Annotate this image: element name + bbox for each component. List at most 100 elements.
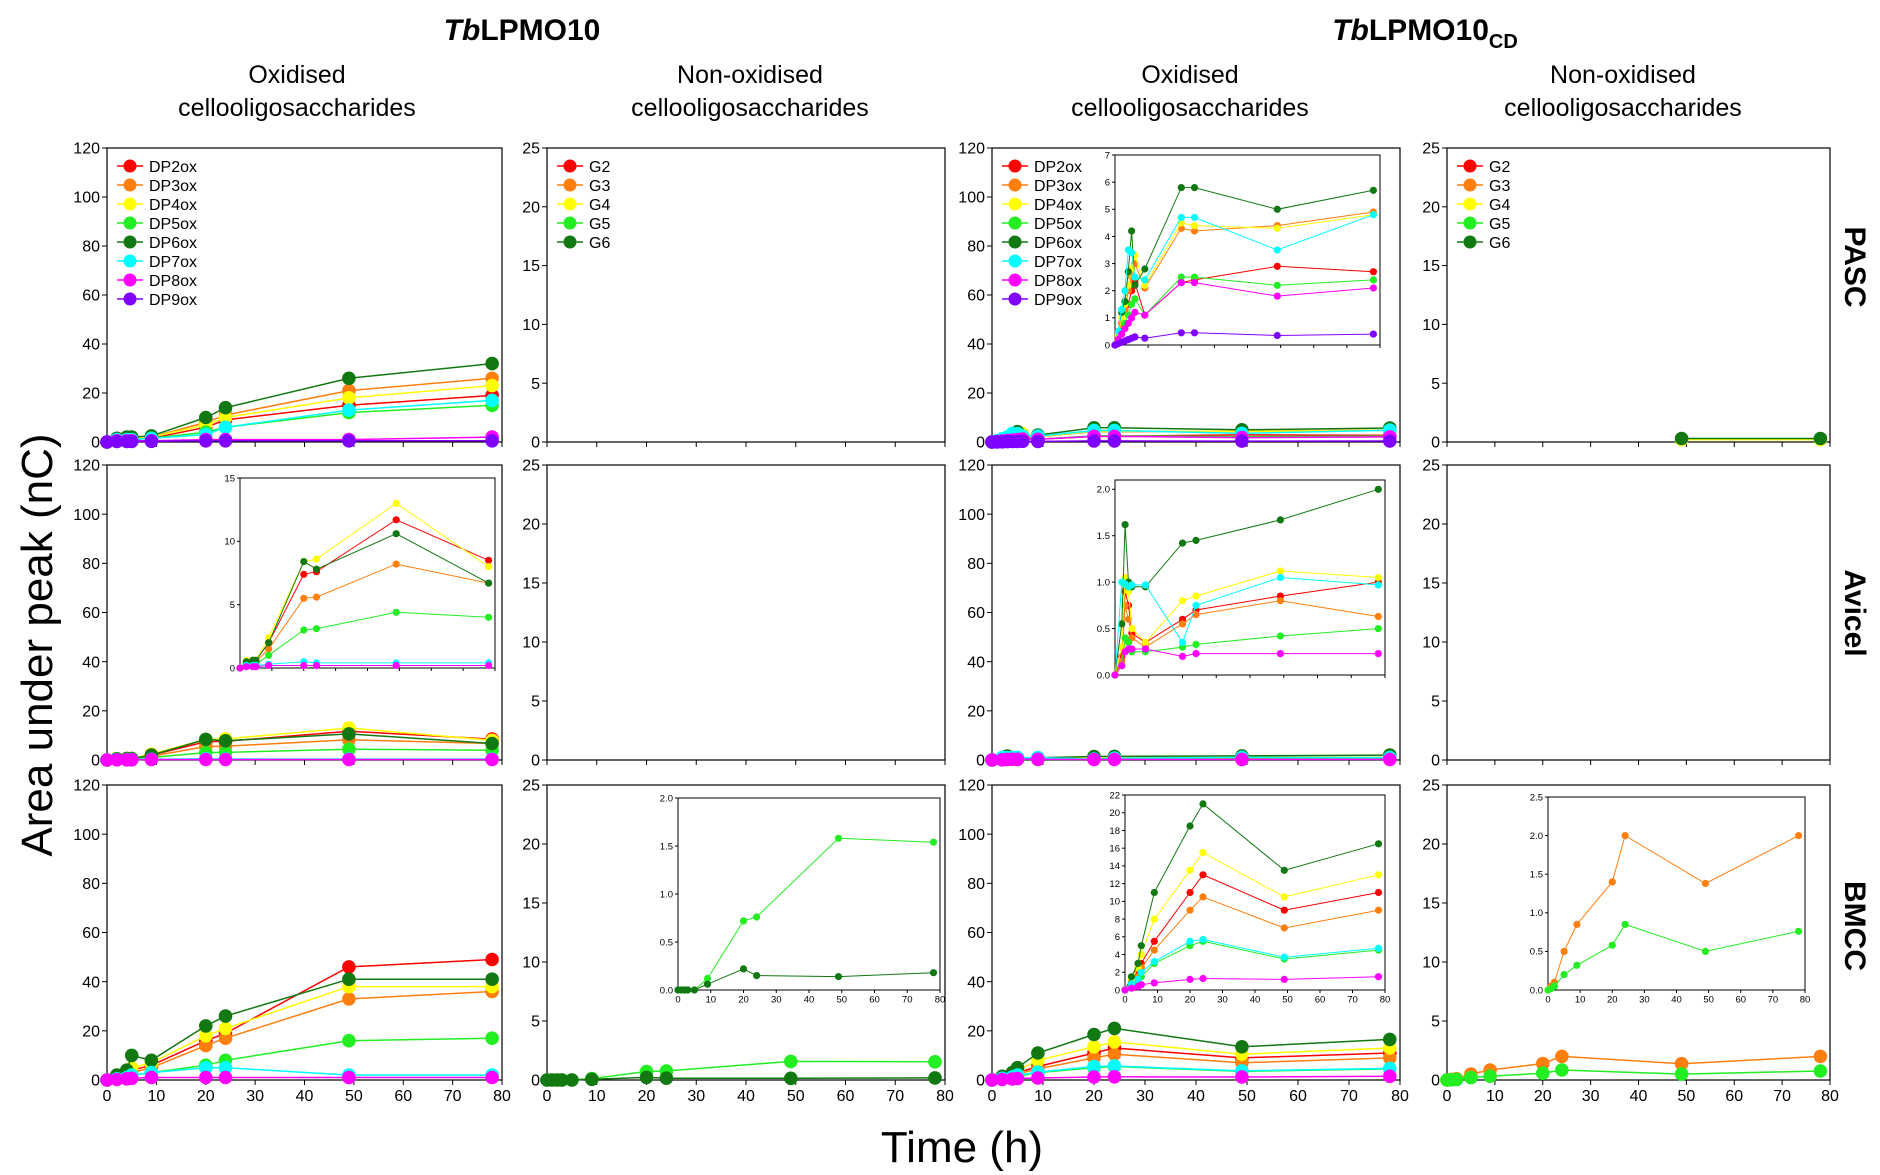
data-point-DP8ox [1383, 752, 1397, 767]
data-point-DP8ox [300, 661, 308, 670]
y-tick-label: 40 [967, 654, 985, 671]
data-point-DP8ox [265, 661, 273, 670]
y-tick-label: 2.0 [1530, 831, 1543, 842]
y-tick-label: 0 [91, 1073, 100, 1090]
data-point-DP6ox [342, 972, 356, 986]
y-tick-label: 120 [73, 458, 100, 475]
group-title-tblpmo10: TbLPMO10 [444, 14, 601, 47]
y-tick-label: 10 [1109, 897, 1120, 908]
panels: 020406080100120DP2oxDP3oxDP4oxDP5oxDP6ox… [73, 141, 1839, 1105]
data-point-DP6ox [485, 972, 499, 986]
data-point-DP4ox [1178, 597, 1187, 605]
x-tick-label: 50 [787, 1088, 805, 1105]
data-point-G3 [1795, 832, 1803, 840]
series-line-DP3ox [1114, 600, 1379, 676]
y-tick-label: 80 [967, 239, 985, 256]
data-point-G6 [659, 1071, 674, 1085]
legend-marker [1008, 292, 1022, 306]
y-tick-label: 120 [73, 141, 100, 158]
data-point-DP4ox [1273, 224, 1281, 232]
data-point-DP8ox [1192, 650, 1200, 658]
data-point-DP9ox [1235, 434, 1249, 448]
y-tick-label: 25 [522, 778, 540, 795]
data-point-DP3ox [218, 1031, 233, 1045]
data-point-G6 [928, 1071, 942, 1085]
legend-label-G4: G4 [1489, 197, 1510, 214]
data-point-DP7ox [199, 1060, 213, 1075]
column-header-3-line2: cellooligosaccharides [1071, 94, 1309, 122]
data-point-G5 [1608, 941, 1616, 949]
data-point-DP5ox [342, 1033, 356, 1048]
data-point-G6 [690, 986, 699, 994]
data-point-DP8ox [1128, 314, 1136, 322]
data-point-DP7ox [1374, 944, 1383, 952]
data-point-DP6ox [1369, 186, 1377, 194]
data-point-G6 [1813, 431, 1828, 446]
data-point-DP5ox [1190, 273, 1199, 281]
x-tick-label: 50 [836, 995, 847, 1006]
data-point-DP2ox [300, 570, 308, 578]
plot-frame [239, 477, 496, 669]
data-point-DP8ox [144, 752, 159, 767]
x-tick-label: 40 [1187, 1088, 1205, 1105]
y-tick-label: 10 [522, 317, 540, 334]
y-tick-label: 6 [1105, 177, 1110, 188]
data-point-G5 [753, 913, 761, 921]
y-tick-label: 0.0 [1530, 985, 1543, 996]
y-tick-label: 0 [91, 435, 100, 452]
data-point-DP9ox [218, 434, 233, 448]
y-tick-label: 14 [1109, 861, 1120, 872]
data-point-DP7ox [1141, 276, 1149, 284]
data-point-DP3ox [199, 1038, 213, 1053]
x-tick-label: 40 [804, 995, 815, 1006]
data-point-DP5ox [300, 626, 308, 634]
x-tick-label: 30 [246, 1088, 264, 1105]
data-point-DP7ox [1177, 213, 1185, 221]
data-point-DP4ox [1374, 871, 1383, 879]
series-line-DP7ox [1114, 214, 1374, 346]
data-point-DP6ox [1107, 1021, 1122, 1036]
x-tick-label: 80 [1800, 995, 1811, 1006]
x-tick-label: 70 [902, 995, 913, 1006]
y-tick-label: 0 [531, 1073, 540, 1090]
legend-label-DP2ox: DP2ox [149, 159, 197, 176]
data-point-G6 [753, 972, 761, 980]
data-point-DP4ox [1280, 893, 1288, 901]
x-tick-label: 50 [1677, 1088, 1695, 1105]
legend-marker [563, 178, 577, 192]
data-point-DP6ox [199, 410, 213, 425]
x-tick-label: 10 [1575, 995, 1586, 1006]
data-point-DP9ox [144, 434, 159, 449]
data-point-DP8ox [1087, 752, 1101, 767]
data-point-DP8ox [1190, 279, 1199, 287]
legend-label-DP3ox: DP3ox [149, 178, 197, 195]
data-point-G6 [565, 1073, 579, 1087]
data-point-DP3ox [1280, 924, 1288, 932]
inset-r2c2: 0 2 4 6 8 10 12 14 16 18 20 22 0 10 20 30 40 50 60 70 80 [1109, 790, 1390, 1005]
y-tick-label: 80 [82, 876, 100, 893]
data-point-DP9ox [1190, 329, 1199, 337]
data-point-DP8ox [995, 1072, 1009, 1087]
legend-label-DP2ox: DP2ox [1034, 159, 1082, 176]
y-tick-label: 20 [82, 1023, 100, 1040]
data-point-DP6ox [1118, 620, 1126, 628]
data-point-DP6ox [1178, 539, 1187, 547]
data-point-DP6ox [1235, 1040, 1249, 1054]
data-point-DP8ox [252, 663, 260, 671]
plot-frame [546, 464, 946, 761]
data-point-DP3ox [1374, 612, 1382, 621]
data-point-DP5ox [1192, 640, 1200, 649]
x-tick-label: 60 [394, 1088, 412, 1105]
data-point-DP6ox [1141, 265, 1149, 273]
legend-marker [563, 197, 577, 211]
data-point-DP4ox [1186, 866, 1194, 874]
x-tick-label: 30 [1217, 995, 1228, 1006]
panel-r1c3: 0 5 10 15 20 25 [1422, 458, 1831, 770]
y-tick-label: 20 [967, 703, 985, 720]
data-point-DP2ox [1280, 906, 1288, 914]
y-tick-label: 40 [967, 337, 985, 354]
data-point-DP9ox [100, 435, 114, 449]
data-point-DP8ox [1121, 325, 1129, 333]
data-point-DP6ox [218, 734, 233, 748]
y-tick-label: 0.5 [1097, 624, 1110, 635]
